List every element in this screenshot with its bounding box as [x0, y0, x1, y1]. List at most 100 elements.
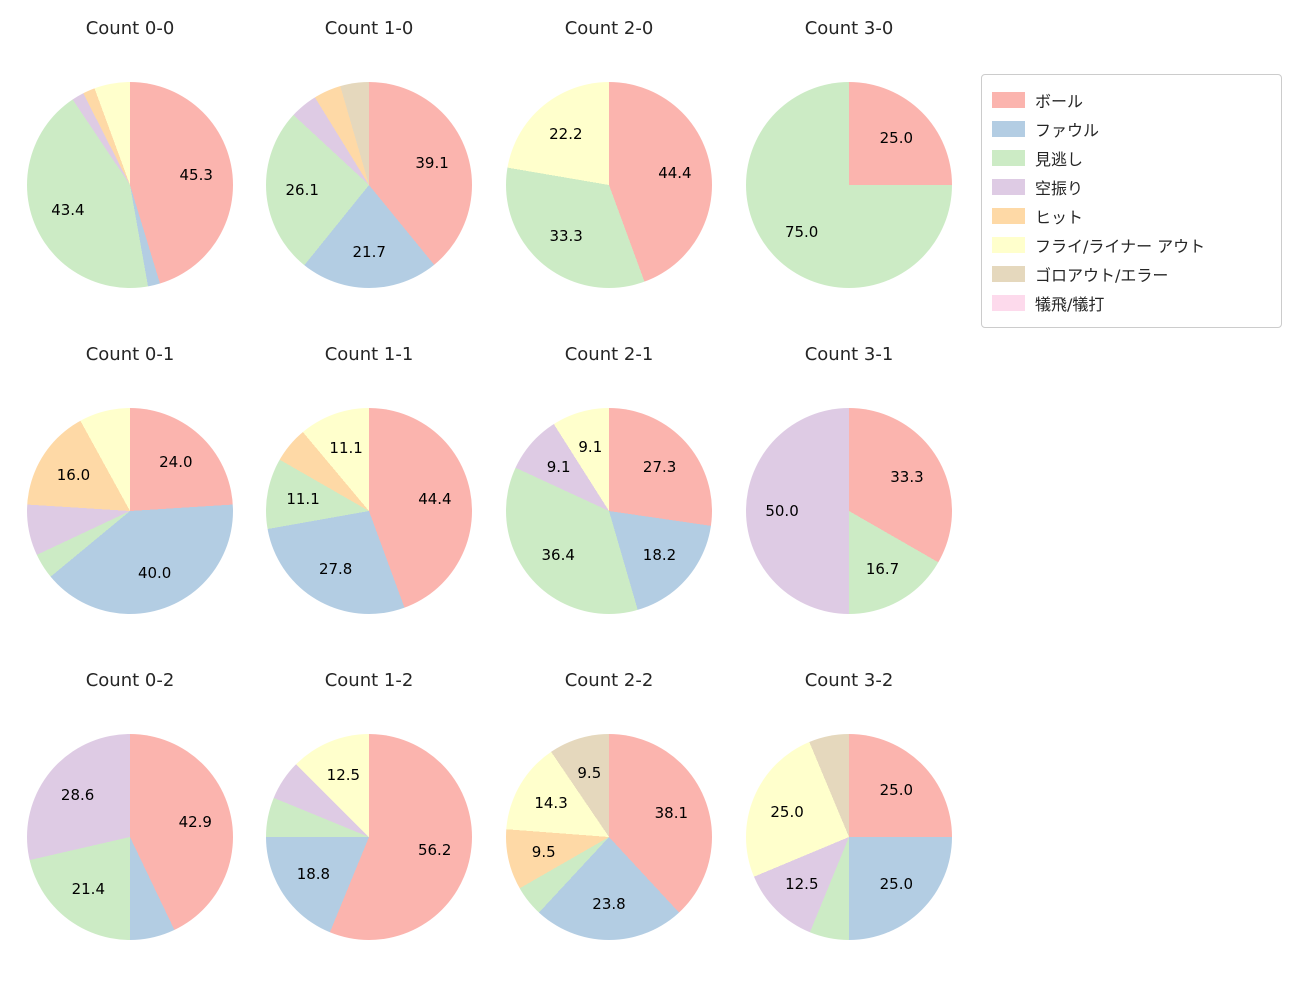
pie-chart: 33.3 16.7 50.0 — [746, 408, 952, 614]
legend-label-ball: ボール — [1035, 91, 1084, 111]
slice-value-label: 12.5 — [326, 766, 361, 785]
slice-value-label: 9.5 — [531, 842, 556, 861]
pie-chart-cell-count-1-2: Count 1-2 56.2 18.8 12.5 — [266, 670, 472, 942]
pie-chart: 44.4 33.3 22.2 — [506, 82, 712, 288]
pie-chart-cell-count-0-1: Count 0-1 24.0 40.0 16.0 — [27, 344, 233, 616]
slice-value-label: 33.3 — [549, 227, 583, 246]
slice-value-label: 33.3 — [890, 468, 924, 487]
legend-label-called-strike: 見逃し — [1035, 149, 1084, 169]
slice-value-label: 75.0 — [784, 223, 819, 242]
legend-item-groundout-error: ゴロアウト/エラー — [992, 259, 1271, 288]
legend-label-swinging-miss: 空振り — [1035, 178, 1084, 198]
slice-value-label: 43.4 — [51, 201, 85, 220]
slice-value-label: 24.0 — [159, 453, 193, 472]
slice-value-label: 18.2 — [642, 545, 677, 564]
slice-value-label: 9.5 — [577, 764, 602, 782]
legend-item-hit: ヒット — [992, 201, 1271, 230]
chart-title: Count 3-2 — [804, 670, 894, 691]
pie-chart-cell-count-0-2: Count 0-2 42.9 21.4 28.6 — [27, 670, 233, 942]
slice-value-label: 44.4 — [658, 164, 692, 183]
chart-title: Count 2-1 — [564, 344, 654, 365]
slice-value-label: 11.1 — [286, 490, 320, 509]
legend-swatch-fly-liner-out — [992, 236, 1025, 253]
legend-item-ball: ボール — [992, 85, 1271, 114]
pie-chart: 39.1 21.7 26.1 — [266, 82, 472, 288]
legend-label-fly-liner-out: フライ/ライナー アウト — [1035, 236, 1206, 256]
legend-item-sacrifice: 犠飛/犠打 — [992, 288, 1271, 317]
legend-label-foul: ファウル — [1035, 120, 1100, 140]
chart-title: Count 0-1 — [85, 344, 175, 365]
legend-item-called-strike: 見逃し — [992, 143, 1271, 172]
slice-value-label: 9.1 — [578, 437, 603, 456]
legend-swatch-hit — [992, 207, 1025, 224]
pie-chart-cell-count-3-2: Count 3-2 25.0 25.0 12.5 25.0 — [746, 670, 952, 942]
legend-swatch-foul — [992, 120, 1025, 137]
slice-value-label: 28.6 — [60, 786, 95, 805]
slice-value-label: 50.0 — [765, 502, 799, 520]
pie-chart: 42.9 21.4 28.6 — [27, 734, 233, 940]
pie-chart-cell-count-3-1: Count 3-1 33.3 16.7 50.0 — [746, 344, 952, 616]
pie-chart: 25.0 25.0 12.5 25.0 — [746, 734, 952, 940]
legend-swatch-called-strike — [992, 149, 1025, 166]
legend-swatch-ball — [992, 91, 1025, 108]
pie-chart-cell-count-2-1: Count 2-1 27.3 18.2 36.4 9.1 9.1 — [506, 344, 712, 616]
pie-chart: 45.3 43.4 — [27, 82, 233, 288]
slice-value-label: 45.3 — [179, 166, 213, 185]
chart-title: Count 3-1 — [804, 344, 894, 365]
slice-value-label: 42.9 — [178, 813, 212, 832]
slice-value-label: 27.8 — [318, 560, 353, 579]
pie-chart-cell-count-1-1: Count 1-1 44.4 27.8 11.1 11.1 — [266, 344, 472, 616]
slice-value-label: 40.0 — [137, 564, 172, 583]
pie-chart-cell-count-0-0: Count 0-0 45.3 43.4 — [27, 18, 233, 290]
legend-item-foul: ファウル — [992, 114, 1271, 143]
legend: ボール ファウル 見逃し 空振り ヒット フライ/ライナー アウト ゴロアウト/… — [981, 74, 1282, 328]
slice-value-label: 22.2 — [549, 124, 583, 143]
pie-chart: 56.2 18.8 12.5 — [266, 734, 472, 940]
slice-value-label: 9.1 — [546, 457, 571, 476]
slice-value-label: 26.1 — [285, 180, 319, 199]
slice-value-label: 18.8 — [296, 865, 331, 884]
slice-value-label: 36.4 — [541, 545, 575, 564]
pie-chart: 24.0 40.0 16.0 — [27, 408, 233, 614]
legend-label-hit: ヒット — [1035, 207, 1084, 227]
legend-item-fly-liner-out: フライ/ライナー アウト — [992, 230, 1271, 259]
pie-chart: 44.4 27.8 11.1 11.1 — [266, 408, 472, 614]
pie-chart: 27.3 18.2 36.4 9.1 9.1 — [506, 408, 712, 614]
slice-value-label: 44.4 — [418, 490, 452, 509]
slice-value-label: 25.0 — [879, 875, 914, 894]
chart-title: Count 2-0 — [564, 18, 654, 39]
chart-title: Count 0-2 — [85, 670, 175, 691]
slice-value-label: 25.0 — [879, 780, 914, 799]
pie-chart: 38.1 23.8 9.5 14.3 9.5 — [506, 734, 712, 940]
slice-value-label: 21.4 — [71, 880, 105, 899]
slice-value-label: 39.1 — [415, 153, 449, 172]
slice-value-label: 12.5 — [785, 875, 819, 894]
chart-title: Count 1-2 — [324, 670, 414, 691]
slice-value-label: 16.7 — [865, 559, 900, 578]
legend-item-swinging-miss: 空振り — [992, 172, 1271, 201]
pie-chart: 25.0 75.0 — [746, 82, 952, 288]
legend-label-groundout-error: ゴロアウト/エラー — [1035, 265, 1169, 285]
legend-swatch-swinging-miss — [992, 178, 1025, 195]
chart-title: Count 0-0 — [85, 18, 175, 39]
chart-title: Count 1-0 — [324, 18, 414, 39]
slice-value-label: 38.1 — [654, 803, 689, 822]
slice-value-label: 16.0 — [56, 466, 91, 485]
slice-value-label: 11.1 — [329, 439, 363, 458]
chart-title: Count 2-2 — [564, 670, 654, 691]
slice-value-label: 27.3 — [642, 458, 677, 477]
chart-title: Count 3-0 — [804, 18, 894, 39]
legend-label-sacrifice: 犠飛/犠打 — [1035, 294, 1105, 314]
slice-value-label: 21.7 — [352, 242, 386, 261]
pie-chart-cell-count-1-0: Count 1-0 39.1 21.7 26.1 — [266, 18, 472, 290]
slice-value-label: 14.3 — [534, 794, 568, 813]
pie-chart-cell-count-2-2: Count 2-2 38.1 23.8 9.5 14.3 9.5 — [506, 670, 712, 942]
legend-swatch-groundout-error — [992, 265, 1025, 282]
pie-chart-cell-count-3-0: Count 3-0 25.0 75.0 — [746, 18, 952, 290]
chart-title: Count 1-1 — [324, 344, 414, 365]
slice-value-label: 23.8 — [592, 894, 626, 913]
slice-value-label: 25.0 — [770, 802, 804, 821]
slice-value-label: 25.0 — [879, 128, 914, 147]
legend-swatch-sacrifice — [992, 294, 1025, 311]
